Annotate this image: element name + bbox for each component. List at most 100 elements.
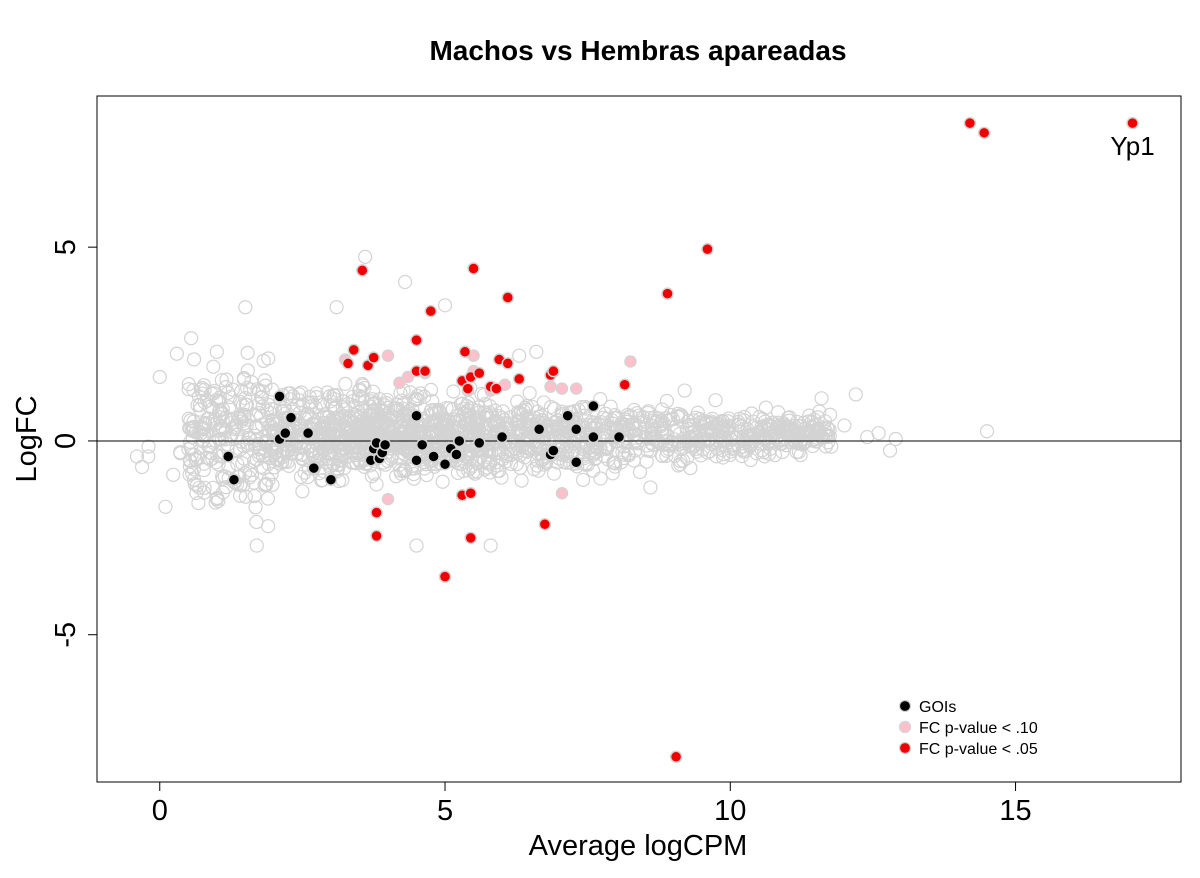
- gene-point: [742, 438, 757, 453]
- gene-point: [317, 416, 333, 431]
- gene-point: [607, 456, 623, 471]
- point-goi: [561, 409, 574, 422]
- gene-point: [820, 429, 836, 444]
- y-axis-label: LogFC: [11, 395, 43, 482]
- gene-point: [369, 477, 384, 492]
- gene-point: [166, 467, 181, 482]
- point-fc-p05: [547, 364, 560, 378]
- gene-point: [367, 466, 382, 481]
- gene-point: [329, 388, 344, 403]
- gene-point: [789, 444, 804, 460]
- point-fc-p05: [512, 372, 526, 386]
- point-fc-p05: [370, 529, 383, 543]
- background-points: [129, 249, 995, 553]
- gene-point: [248, 420, 263, 435]
- gene-point: [292, 387, 307, 402]
- gene-point: [184, 447, 199, 462]
- gene-point: [641, 404, 656, 419]
- gene-point: [325, 398, 340, 413]
- gene-point: [188, 425, 203, 440]
- gene-point: [229, 417, 244, 432]
- gene-point: [181, 377, 196, 392]
- gene-point: [848, 387, 863, 402]
- gene-point: [247, 428, 263, 443]
- gene-point: [232, 488, 248, 503]
- gene-point: [659, 443, 675, 458]
- gene-point: [503, 410, 518, 425]
- gene-point: [212, 404, 227, 419]
- point-fc-p05: [473, 366, 486, 380]
- gene-point: [477, 452, 492, 467]
- gene-point: [190, 398, 205, 413]
- gene-point: [746, 414, 761, 429]
- gene-point: [393, 425, 408, 440]
- gene-point: [683, 460, 698, 476]
- point-fc-p10: [624, 355, 637, 368]
- gene-point: [409, 538, 424, 553]
- gene-point: [620, 407, 635, 423]
- point-goi: [410, 454, 423, 467]
- gene-point: [212, 423, 227, 438]
- legend-marker: [898, 699, 912, 713]
- gene-point: [546, 466, 562, 481]
- point-fc-p05: [424, 304, 438, 318]
- gene-point: [181, 411, 196, 426]
- gene-point: [173, 446, 188, 461]
- gene-point: [486, 460, 501, 475]
- gene-point: [979, 424, 995, 439]
- gene-point: [302, 439, 317, 454]
- gene-point: [398, 463, 413, 478]
- gene-point: [716, 414, 731, 429]
- gene-point: [141, 449, 156, 464]
- gene-point: [249, 538, 264, 553]
- gene-point: [632, 408, 647, 423]
- gene-point: [802, 408, 817, 423]
- point-fc-p05: [501, 291, 515, 304]
- point-goi: [273, 390, 286, 403]
- point-fc-p10: [555, 382, 569, 395]
- gene-point: [267, 445, 283, 460]
- gene-point: [251, 406, 267, 421]
- gene-point: [677, 383, 692, 398]
- gene-point: [326, 447, 342, 462]
- gene-point: [471, 405, 486, 420]
- legend-label: GOIs: [919, 699, 956, 716]
- point-goi: [453, 434, 466, 448]
- gene-point: [500, 447, 516, 462]
- gene-point: [261, 351, 276, 366]
- gene-point: [337, 437, 352, 452]
- gene-point: [644, 435, 659, 450]
- gene-point: [359, 420, 374, 435]
- point-goi: [284, 411, 298, 424]
- gene-point: [607, 410, 622, 426]
- gene-point: [567, 436, 582, 451]
- gene-point: [257, 373, 272, 388]
- gene-point: [821, 435, 836, 450]
- gene-point: [702, 432, 718, 447]
- gene-point: [215, 413, 230, 428]
- x-tick-label: 0: [152, 795, 168, 827]
- gene-point: [203, 445, 218, 461]
- gene-point: [871, 426, 886, 441]
- gene-point: [324, 415, 339, 430]
- point-fc-p05: [490, 382, 503, 395]
- gene-point: [237, 420, 252, 435]
- gene-point: [455, 396, 470, 411]
- gene-point: [320, 385, 335, 400]
- gene-point: [731, 417, 746, 432]
- gene-point: [316, 425, 331, 440]
- gene-point: [193, 419, 208, 434]
- gene-point: [529, 344, 544, 359]
- gene-point: [129, 449, 145, 464]
- gene-point: [261, 519, 276, 534]
- point-goi: [378, 438, 392, 452]
- gene-point: [480, 454, 496, 470]
- point-fc-p05: [461, 382, 475, 395]
- point-fc-p05: [347, 343, 360, 357]
- gene-point: [441, 423, 456, 438]
- gene-point: [193, 382, 209, 397]
- point-fc-p05: [418, 364, 432, 378]
- point-goi: [450, 448, 463, 461]
- legend-marker: [898, 720, 912, 734]
- gene-point: [684, 424, 699, 440]
